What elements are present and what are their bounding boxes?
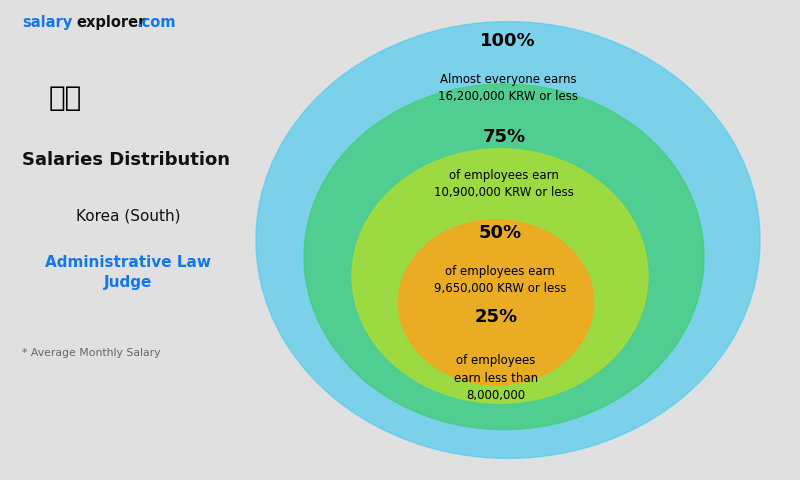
Text: * Average Monthly Salary: * Average Monthly Salary — [22, 348, 161, 358]
Text: of employees earn
10,900,000 KRW or less: of employees earn 10,900,000 KRW or less — [434, 169, 574, 200]
Text: 25%: 25% — [474, 308, 518, 326]
Text: .com: .com — [137, 15, 176, 30]
Text: of employees
earn less than
8,000,000: of employees earn less than 8,000,000 — [454, 354, 538, 402]
Ellipse shape — [256, 22, 760, 458]
Text: Administrative Law
Judge: Administrative Law Judge — [45, 255, 211, 289]
Text: 🇰🇷: 🇰🇷 — [49, 84, 82, 112]
Text: explorer: explorer — [76, 15, 146, 30]
Text: Korea (South): Korea (South) — [76, 209, 180, 224]
Ellipse shape — [304, 84, 704, 430]
Text: 100%: 100% — [480, 32, 536, 50]
Ellipse shape — [398, 220, 594, 385]
Text: of employees earn
9,650,000 KRW or less: of employees earn 9,650,000 KRW or less — [434, 265, 566, 296]
Text: Almost everyone earns
16,200,000 KRW or less: Almost everyone earns 16,200,000 KRW or … — [438, 73, 578, 104]
Text: 50%: 50% — [478, 224, 522, 242]
Text: Salaries Distribution: Salaries Distribution — [22, 151, 230, 169]
Ellipse shape — [352, 149, 648, 403]
Text: 75%: 75% — [482, 128, 526, 146]
Text: salary: salary — [22, 15, 73, 30]
